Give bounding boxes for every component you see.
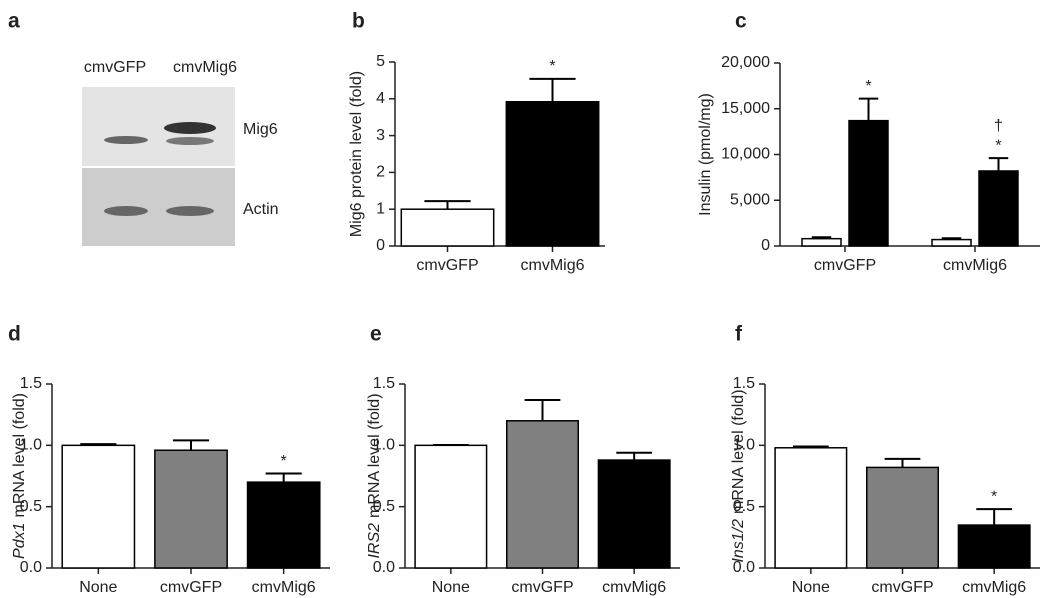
y-tick-label: 1.0	[733, 437, 755, 454]
y-axis-label-text: Insulin (pmol/mg)	[697, 93, 714, 216]
x-tick-label: None	[792, 579, 830, 596]
y-axis-label: IRS2 mRNA level (fold)	[366, 393, 383, 558]
y-axis-label-text: mRNA level (fold)	[11, 393, 28, 517]
y-axis-label-gene: IRS2	[366, 523, 383, 559]
y-tick-label: 0.5	[20, 498, 42, 515]
bar	[414, 444, 488, 569]
bar	[505, 100, 600, 247]
y-tick-label: 1.5	[373, 375, 395, 392]
y-axis-label-text: mRNA level (fold)	[730, 389, 747, 513]
x-tick-label: cmvMig6	[252, 579, 316, 596]
significance-mark: †	[994, 117, 1003, 134]
x-tick-label: cmvMig6	[943, 257, 1007, 274]
panel-letter: f	[735, 323, 743, 346]
lane-label: cmvMig6	[173, 59, 237, 76]
bar	[848, 119, 889, 247]
panel-letter: c	[735, 10, 747, 33]
y-tick-label: 5	[376, 53, 385, 70]
bar	[400, 208, 495, 247]
significance-mark: *	[865, 78, 871, 95]
significance-mark: *	[995, 137, 1001, 154]
blot-image	[82, 87, 235, 246]
y-axis-label-gene: Pdx1	[11, 523, 28, 559]
x-tick-label: cmvGFP	[814, 257, 876, 274]
significance-mark: *	[549, 58, 555, 75]
x-tick-label: cmvMig6	[602, 579, 666, 596]
y-axis-label: Insulin (pmol/mg)	[697, 93, 714, 216]
bar	[506, 420, 579, 569]
x-tick-label: cmvMig6	[962, 579, 1026, 596]
x-tick-label: None	[79, 579, 117, 596]
x-tick-label: None	[432, 579, 470, 596]
bar	[597, 459, 671, 569]
y-axis-label-text: mRNA level (fold)	[366, 393, 383, 517]
bar	[246, 481, 321, 569]
y-axis-label-text: Mig6 protein level (fold)	[348, 71, 365, 237]
panel-letter: e	[370, 323, 382, 346]
y-tick-label: 3	[376, 127, 385, 144]
significance-mark: *	[281, 453, 287, 470]
bar	[801, 237, 842, 247]
y-axis-label-gene: Ins1/2	[730, 519, 747, 563]
bar	[978, 170, 1019, 247]
y-tick-label: 20,000	[721, 54, 770, 71]
bar	[957, 524, 1031, 569]
y-tick-label: 5,000	[730, 191, 770, 208]
y-axis-label: Ins1/2 mRNA level (fold)	[730, 389, 747, 562]
y-tick-label: 0.0	[373, 559, 395, 576]
bar	[774, 447, 848, 569]
y-tick-label: 1	[376, 200, 385, 217]
bar	[154, 449, 228, 569]
significance-mark: *	[991, 488, 997, 505]
band-label: Mig6	[243, 121, 278, 138]
y-tick-label: 0	[761, 237, 770, 254]
lane-label: cmvGFP	[84, 59, 146, 76]
panel-letter: d	[8, 323, 21, 346]
bar	[866, 466, 939, 569]
y-tick-label: 1.0	[373, 437, 395, 454]
y-tick-label: 0.5	[373, 498, 395, 515]
bar	[931, 238, 972, 247]
y-tick-label: 1.5	[20, 375, 42, 392]
y-tick-label: 10,000	[721, 146, 770, 163]
panel-letter: b	[352, 10, 365, 33]
y-tick-label: 0	[376, 237, 385, 254]
y-tick-label: 0.5	[733, 498, 755, 515]
x-tick-label: cmvGFP	[871, 579, 933, 596]
y-tick-label: 4	[376, 90, 385, 107]
y-axis-label: Pdx1 mRNA level (fold)	[11, 393, 28, 559]
y-tick-label: 0.0	[20, 559, 42, 576]
x-tick-label: cmvGFP	[511, 579, 573, 596]
panel-letter: a	[8, 10, 20, 33]
y-axis-label: Mig6 protein level (fold)	[348, 71, 365, 237]
y-tick-label: 0.0	[733, 559, 755, 576]
x-tick-label: cmvGFP	[160, 579, 222, 596]
y-tick-label: 15,000	[721, 100, 770, 117]
x-tick-label: cmvMig6	[520, 257, 584, 274]
y-tick-label: 2	[376, 164, 385, 181]
y-tick-label: 1.0	[20, 437, 42, 454]
x-tick-label: cmvGFP	[416, 257, 478, 274]
bar	[61, 444, 136, 569]
y-tick-label: 1.5	[733, 375, 755, 392]
band-label: Actin	[243, 201, 279, 218]
